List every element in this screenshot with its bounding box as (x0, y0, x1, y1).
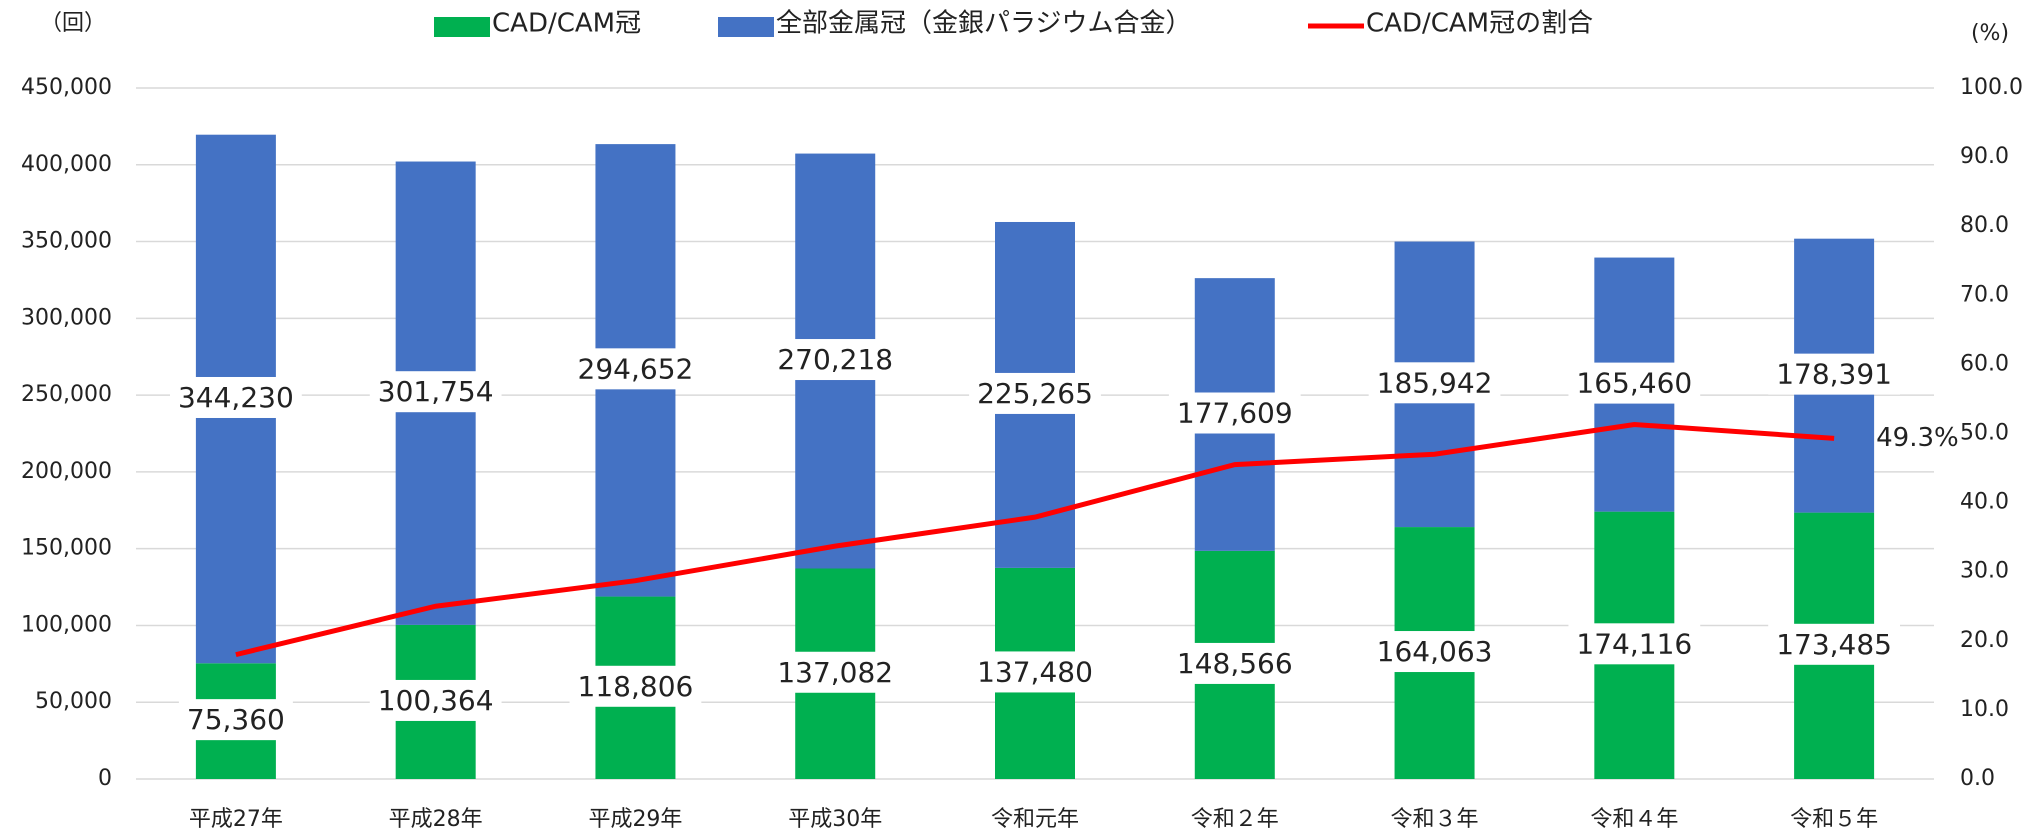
data-label-bg (969, 372, 1101, 414)
y-tick-label: 450,000 (21, 75, 112, 100)
data-label: 164,063 (1377, 635, 1493, 668)
data-label: 270,218 (777, 343, 893, 376)
y2-tick-label: 10.0 (1960, 697, 2009, 722)
data-label: 344,230 (178, 381, 294, 414)
data-label-bg (369, 371, 502, 413)
x-tick-label: 令和４年 (1590, 807, 1678, 832)
y-tick-label: 400,000 (21, 152, 112, 177)
data-label-bg (769, 651, 902, 693)
y-tick-label: 350,000 (21, 229, 112, 254)
data-label-bg (769, 339, 902, 381)
data-label: 118,806 (578, 670, 694, 703)
data-label: 148,566 (1177, 647, 1293, 680)
data-label: 178,391 (1776, 358, 1892, 391)
data-label-bg (1168, 392, 1301, 434)
data-label-bg (1568, 623, 1701, 665)
legend-label: CAD/CAM冠 (492, 9, 641, 39)
data-label-bg (178, 699, 293, 741)
data-label: 49.3% (1876, 423, 1959, 453)
data-label: 75,360 (187, 703, 285, 736)
data-label: 174,116 (1576, 627, 1692, 660)
data-label: 165,460 (1576, 367, 1692, 400)
y2-tick-label: 20.0 (1960, 628, 2009, 653)
x-tick-label: 令和５年 (1790, 807, 1878, 832)
data-label: 177,609 (1177, 397, 1293, 430)
y-axis-label: （回） (40, 11, 106, 36)
data-label: 225,265 (977, 377, 1093, 410)
line (235, 422, 1835, 658)
y-tick-label: 200,000 (21, 459, 112, 484)
data-label-bg (969, 651, 1101, 693)
data-label-bg (369, 679, 502, 721)
data-label-bg (1768, 623, 1901, 665)
legend-label: CAD/CAM冠の割合 (1366, 9, 1593, 39)
data-label: 137,082 (777, 656, 893, 689)
x-tick-label: 令和３年 (1391, 807, 1479, 832)
legend-label: 全部金属冠（金銀パラジウム合金） (776, 9, 1191, 39)
x-tick-label: 平成29年 (588, 807, 682, 832)
y2-tick-label: 0.0 (1960, 766, 1995, 791)
y-tick-label: 150,000 (21, 536, 112, 561)
data-label: 137,480 (977, 655, 1093, 688)
y-tick-label: 300,000 (21, 305, 112, 330)
data-label: 301,754 (378, 375, 494, 408)
data-label: 100,364 (378, 684, 494, 717)
data-label: 173,485 (1776, 628, 1892, 661)
x-tick-label: 平成30年 (788, 807, 882, 832)
data-label-bg (169, 376, 302, 418)
y2-tick-label: 60.0 (1960, 351, 2009, 376)
y2-tick-label: 30.0 (1960, 559, 2009, 584)
x-tick-label: 平成28年 (389, 807, 483, 832)
y2-tick-label: 40.0 (1960, 490, 2009, 515)
legend-swatch (718, 17, 774, 37)
data-label-bg (1768, 353, 1901, 395)
y-tick-label: 50,000 (35, 689, 112, 714)
y2-tick-label: 90.0 (1960, 144, 2009, 169)
legend-swatch (434, 17, 490, 37)
y2-tick-label: 80.0 (1960, 213, 2009, 238)
y-tick-label: 250,000 (21, 382, 112, 407)
y-tick-label: 100,000 (21, 612, 112, 637)
data-label-bg (1168, 642, 1301, 684)
data-label: 294,652 (578, 352, 694, 385)
data-label-bg (1368, 631, 1501, 673)
data-label-bg (1368, 362, 1501, 404)
y2-tick-label: 70.0 (1960, 282, 2009, 307)
data-label: 185,942 (1377, 366, 1493, 399)
x-tick-label: 令和元年 (991, 807, 1079, 832)
y2-tick-label: 100.0 (1960, 75, 2023, 100)
y2-axis-label: (%) (1971, 21, 2009, 46)
x-tick-label: 平成27年 (189, 807, 283, 832)
data-label-bg (569, 348, 702, 390)
data-label-bg (569, 665, 702, 707)
y-tick-label: 0 (98, 766, 112, 791)
data-label-bg (1568, 362, 1701, 404)
y2-tick-label: 50.0 (1960, 421, 2009, 446)
x-tick-label: 令和２年 (1191, 807, 1279, 832)
